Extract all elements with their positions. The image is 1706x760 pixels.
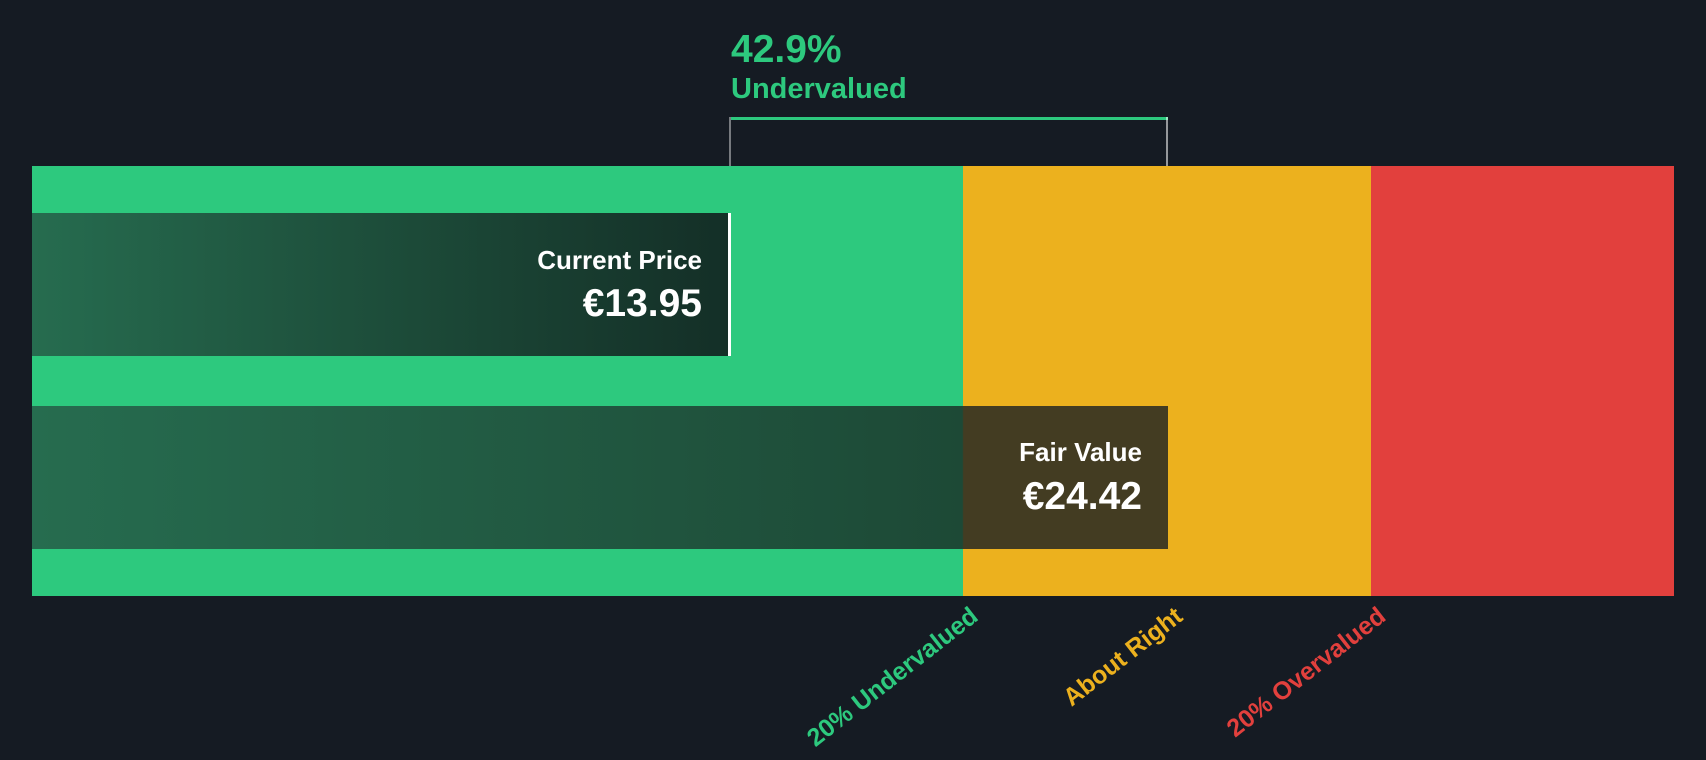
discount-percent-text: 42.9% bbox=[731, 28, 842, 71]
fair-value-marker: Fair Value €24.42 bbox=[32, 406, 1168, 549]
current-price-label: Current Price bbox=[537, 244, 702, 275]
axis-label-about-right: About Right bbox=[1057, 601, 1188, 712]
valuation-state-text: Undervalued bbox=[731, 73, 907, 105]
axis-label-20-overvalued: 20% Overvalued bbox=[1221, 601, 1391, 743]
fair-value-box: Fair Value €24.42 bbox=[963, 406, 1168, 549]
current-price-value: €13.95 bbox=[582, 281, 702, 325]
bracket-top-line bbox=[731, 117, 1168, 120]
bracket-left-line bbox=[729, 117, 731, 213]
axis-label-20-undervalued: 20% Undervalued bbox=[801, 601, 983, 753]
current-price-marker: Current Price €13.95 bbox=[32, 213, 731, 356]
fair-value-value: €24.42 bbox=[1022, 475, 1142, 518]
fair-value-label: Fair Value bbox=[1019, 437, 1142, 467]
zone-overvalued bbox=[1371, 166, 1674, 596]
